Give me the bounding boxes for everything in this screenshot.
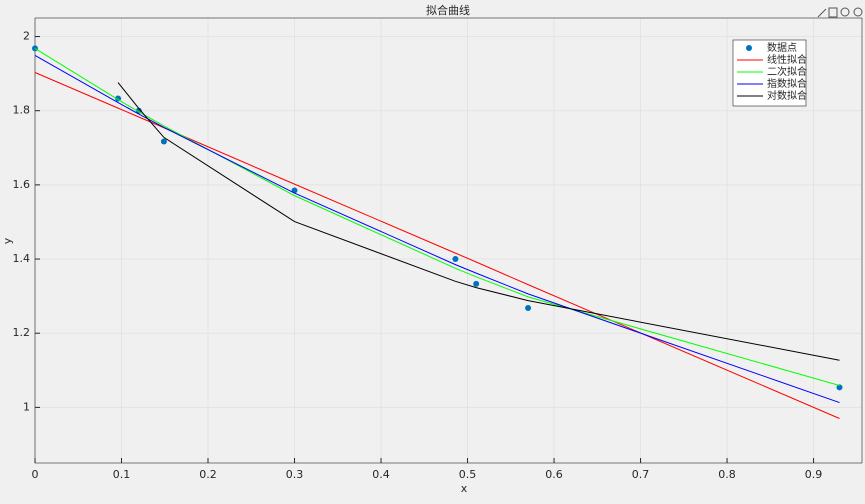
- legend-box: [732, 39, 807, 107]
- x-tick-label: 0.6: [545, 468, 563, 481]
- zoom-icon[interactable]: [853, 7, 863, 17]
- x-tick-label: 0.1: [113, 468, 131, 481]
- chart-title: 拟合曲线: [426, 3, 470, 17]
- y-tick-label: 1.8: [13, 104, 31, 117]
- y-tick-label: 1.2: [13, 326, 31, 339]
- y-tick-label: 1.6: [13, 178, 31, 191]
- plot-area: [34, 17, 863, 464]
- data-point: [452, 256, 459, 263]
- x-tick-label: 0.4: [372, 468, 390, 481]
- legend-label: 对数拟合: [767, 89, 807, 102]
- y-tick-label: 1: [23, 400, 30, 413]
- fit-line: [34, 55, 840, 404]
- legend-marker: [746, 45, 752, 51]
- y-tick-label: 1.4: [13, 252, 31, 265]
- pan-icon[interactable]: [840, 7, 850, 17]
- fit-line: [34, 47, 840, 386]
- x-tick-label: 0.9: [805, 468, 823, 481]
- legend-label: 二次拟合: [767, 65, 807, 78]
- fit-line: [117, 82, 840, 361]
- x-tick-label: 0.3: [286, 468, 304, 481]
- datatip-icon[interactable]: [828, 7, 838, 18]
- x-tick-label: 0.7: [632, 468, 650, 481]
- x-tick-label: 0.2: [199, 468, 217, 481]
- legend-label: 线性拟合: [767, 53, 807, 66]
- y-tick-label: 2: [23, 30, 30, 43]
- y-axis-label: y: [1, 237, 14, 244]
- x-axis-label: x: [461, 482, 468, 495]
- x-tick-label: 0.5: [459, 468, 477, 481]
- legend-label: 指数拟合: [767, 77, 807, 90]
- fit-line: [34, 72, 840, 419]
- x-tick-label: 0: [32, 468, 39, 481]
- brush-icon[interactable]: [817, 8, 827, 18]
- toolbar[interactable]: [817, 7, 863, 18]
- data-point: [160, 138, 167, 145]
- data-point: [473, 280, 480, 287]
- legend-label: 数据点: [767, 41, 797, 54]
- x-tick-label: 0.8: [718, 468, 736, 481]
- data-point: [836, 384, 843, 391]
- data-point: [525, 304, 532, 311]
